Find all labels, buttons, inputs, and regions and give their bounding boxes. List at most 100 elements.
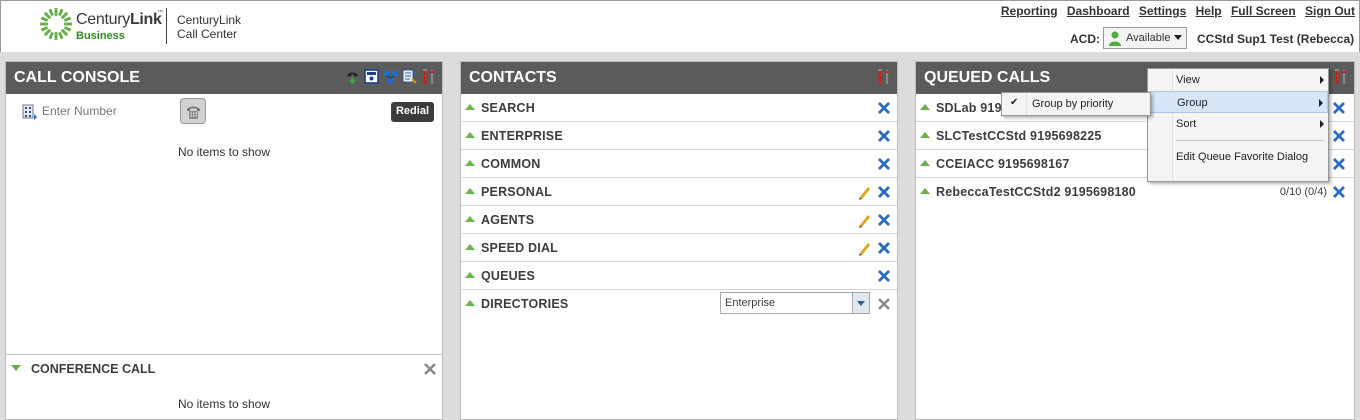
contacts-row-speed-dial[interactable]: SPEED DIAL bbox=[461, 234, 897, 262]
menu-item-group[interactable]: Group bbox=[1148, 91, 1328, 113]
sign-out-link[interactable]: Sign Out bbox=[1305, 4, 1355, 18]
phone-keypad-icon bbox=[187, 106, 200, 119]
pencil-icon[interactable] bbox=[857, 240, 871, 256]
expand-triangle-icon[interactable] bbox=[465, 216, 475, 222]
menu-gutter bbox=[1026, 93, 1027, 115]
delete-x-icon[interactable] bbox=[877, 101, 891, 115]
delete-x-icon[interactable] bbox=[877, 241, 891, 255]
app-name: CenturyLink Call Center bbox=[177, 13, 242, 41]
expand-triangle-icon[interactable] bbox=[465, 132, 475, 138]
menu-separator bbox=[1176, 140, 1324, 141]
contacts-row-common[interactable]: COMMON bbox=[461, 150, 897, 178]
submenu-arrow-icon bbox=[1320, 120, 1324, 128]
menu-item-edit-queue-favorite[interactable]: Edit Queue Favorite Dialog bbox=[1176, 151, 1309, 163]
pencil-icon[interactable] bbox=[857, 212, 871, 228]
redial-button[interactable]: Redial bbox=[390, 102, 434, 122]
tools-icon[interactable] bbox=[421, 69, 436, 85]
menu-item-sort[interactable]: Sort bbox=[1148, 113, 1328, 135]
menu-item-group-by-priority[interactable]: ✔ Group by priority bbox=[1010, 97, 1114, 110]
contacts-panel: CONTACTS SEARCH ENTERPRISE COMMON bbox=[460, 61, 898, 420]
expand-triangle-icon[interactable] bbox=[920, 104, 930, 110]
delete-x-icon[interactable] bbox=[877, 157, 891, 171]
tools-icon[interactable] bbox=[876, 69, 891, 85]
logo-trademark: ™ bbox=[157, 10, 163, 16]
close-icon[interactable] bbox=[424, 363, 436, 375]
delete-x-icon[interactable] bbox=[877, 213, 891, 227]
chevron-down-icon[interactable] bbox=[852, 293, 869, 313]
delete-x-icon[interactable] bbox=[1332, 129, 1346, 143]
delete-x-icon[interactable] bbox=[1332, 157, 1346, 171]
logo-wordmark: CenturyLink bbox=[76, 11, 162, 28]
expand-triangle-icon[interactable] bbox=[465, 188, 475, 194]
queue-row[interactable]: CCEIACC 9195698167 bbox=[916, 150, 1354, 178]
contacts-row-search[interactable]: SEARCH bbox=[461, 94, 897, 122]
call-console-toolbar bbox=[345, 69, 436, 85]
queue-row[interactable]: SDLab 9195 bbox=[916, 94, 1354, 122]
settings-link[interactable]: Settings bbox=[1138, 4, 1187, 18]
directory-select-value: Enterprise bbox=[725, 297, 776, 309]
delete-x-icon[interactable] bbox=[1332, 185, 1346, 199]
acd-status-value: Available bbox=[1126, 32, 1171, 44]
chevron-down-icon bbox=[1174, 35, 1182, 40]
close-icon[interactable] bbox=[877, 297, 891, 311]
panel-title: QUEUED CALLS bbox=[924, 69, 1051, 86]
row-label: DIRECTORIES bbox=[481, 297, 569, 311]
contacts-row-queues[interactable]: QUEUES bbox=[461, 262, 897, 290]
contacts-row-personal[interactable]: PERSONAL bbox=[461, 178, 897, 206]
dashboard-link[interactable]: Dashboard bbox=[1066, 4, 1130, 18]
full-screen-link[interactable]: Full Screen bbox=[1230, 4, 1296, 18]
submenu-arrow-icon bbox=[1319, 99, 1323, 107]
expand-triangle-icon[interactable] bbox=[465, 300, 475, 306]
contacts-row-directories[interactable]: DIRECTORIES Enterprise bbox=[461, 290, 897, 318]
call-console-empty-text: No items to show bbox=[177, 145, 271, 159]
collapse-triangle-icon[interactable] bbox=[11, 365, 21, 371]
queue-stats: 0/10 (0/4) bbox=[1279, 186, 1327, 198]
expand-triangle-icon[interactable] bbox=[920, 132, 930, 138]
submenu-arrow-icon bbox=[1320, 76, 1324, 84]
tools-icon[interactable] bbox=[1333, 69, 1348, 85]
app-header: CenturyLink ™ Business CenturyLink Call … bbox=[0, 0, 1360, 52]
dial-button[interactable] bbox=[180, 98, 206, 124]
delete-x-icon[interactable] bbox=[877, 269, 891, 283]
queue-label: CCEIACC 9195698167 bbox=[936, 157, 1070, 171]
conference-call-title[interactable]: CONFERENCE CALL bbox=[31, 362, 156, 376]
network-users-icon[interactable] bbox=[383, 69, 398, 84]
queue-label: RebeccaTestCCStd2 9195698180 bbox=[936, 185, 1136, 199]
expand-triangle-icon[interactable] bbox=[465, 244, 475, 250]
expand-triangle-icon[interactable] bbox=[465, 104, 475, 110]
row-label: COMMON bbox=[481, 157, 541, 171]
acd-status-select[interactable]: Available bbox=[1103, 27, 1187, 49]
directory-select[interactable]: Enterprise bbox=[720, 292, 870, 314]
call-console-panel: CALL CONSOLE bbox=[5, 61, 443, 420]
expand-triangle-icon[interactable] bbox=[920, 160, 930, 166]
check-icon: ✔ bbox=[1010, 97, 1019, 108]
panel-title: CALL CONSOLE bbox=[14, 69, 140, 86]
menu-item-view[interactable]: View bbox=[1148, 69, 1328, 91]
delete-x-icon[interactable] bbox=[1332, 101, 1346, 115]
reporting-link[interactable]: Reporting bbox=[1000, 4, 1058, 18]
queue-row[interactable]: SLCTestCCStd 9195698225 bbox=[916, 122, 1354, 150]
expand-triangle-icon[interactable] bbox=[920, 188, 930, 194]
delete-x-icon[interactable] bbox=[877, 185, 891, 199]
enter-number-input[interactable]: Enter Number bbox=[42, 104, 117, 118]
row-label: PERSONAL bbox=[481, 185, 553, 199]
top-nav-links: Reporting Dashboard Settings Help Full S… bbox=[995, 4, 1355, 18]
notes-list-icon[interactable] bbox=[402, 69, 417, 84]
help-link[interactable]: Help bbox=[1195, 4, 1222, 18]
queue-label: SLCTestCCStd 9195698225 bbox=[936, 129, 1102, 143]
expand-triangle-icon[interactable] bbox=[465, 272, 475, 278]
contacts-row-agents[interactable]: AGENTS bbox=[461, 206, 897, 234]
delete-x-icon[interactable] bbox=[877, 129, 891, 143]
expand-triangle-icon[interactable] bbox=[465, 160, 475, 166]
call-console-header: CALL CONSOLE bbox=[6, 62, 442, 94]
contacts-header: CONTACTS bbox=[461, 62, 897, 94]
contacts-row-enterprise[interactable]: ENTERPRISE bbox=[461, 122, 897, 150]
user-name: CCStd Sup1 Test (Rebecca) bbox=[1197, 32, 1355, 46]
queue-row[interactable]: RebeccaTestCCStd2 9195698180 0/10 (0/4) bbox=[916, 178, 1354, 206]
contacts-toolbar bbox=[876, 69, 891, 85]
directory-card-icon[interactable] bbox=[364, 69, 379, 84]
row-label: ENTERPRISE bbox=[481, 129, 563, 143]
pencil-icon[interactable] bbox=[857, 184, 871, 200]
keypad-directory-icon[interactable] bbox=[22, 104, 38, 120]
phone-transfer-icon[interactable] bbox=[345, 69, 360, 84]
